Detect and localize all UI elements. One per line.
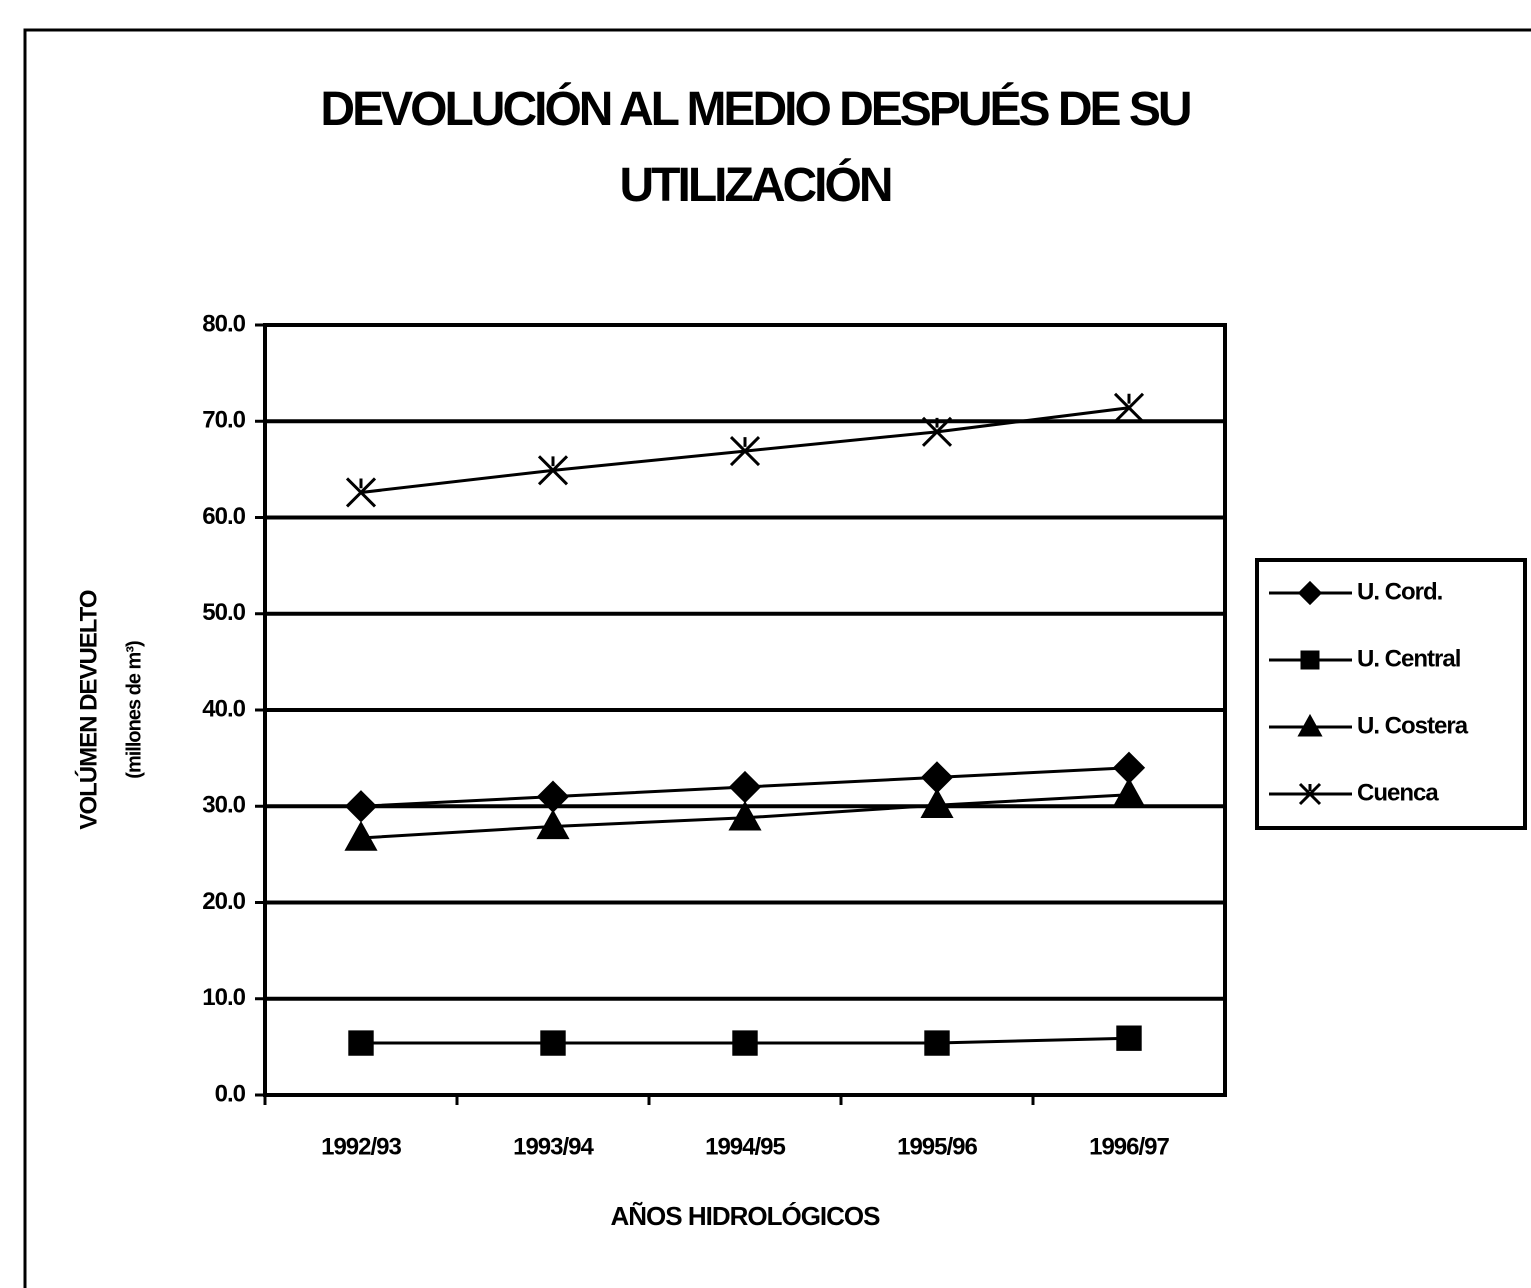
marker: [920, 788, 954, 818]
y-tick-label: 40.0: [202, 695, 245, 722]
marker: [345, 477, 377, 508]
legend-marker: [1298, 782, 1322, 806]
y-tick-label: 20.0: [202, 888, 245, 915]
marker: [540, 1030, 566, 1056]
marker: [537, 455, 569, 486]
x-tick-label: 1996/97: [1089, 1133, 1169, 1160]
marker: [728, 800, 762, 831]
marker: [344, 790, 378, 823]
y-tick-label: 70.0: [202, 407, 245, 434]
marker: [1112, 751, 1146, 784]
legend-marker: [1297, 580, 1323, 606]
y-tick-label: 60.0: [202, 503, 245, 530]
x-tick-label: 1992/93: [321, 1133, 401, 1160]
marker: [924, 1030, 950, 1056]
x-tick-label: 1994/95: [705, 1133, 785, 1160]
legend-marker: [1300, 650, 1320, 670]
y-tick-label: 10.0: [202, 984, 245, 1011]
chart-title: DEVOLUCIÓN AL MEDIO DESPUÉS DE SU UTILIZ…: [320, 83, 1192, 212]
marker: [732, 1030, 758, 1056]
marker: [729, 436, 761, 467]
y-tick-label: 0.0: [215, 1080, 246, 1107]
y-axis-sublabel: (millones de m³): [123, 641, 145, 779]
marker: [1112, 777, 1146, 808]
chart-border: [23, 28, 1531, 1288]
legend-label: U. Cord.: [1357, 578, 1443, 605]
marker: [344, 820, 378, 851]
marker: [920, 761, 954, 794]
legend-marker: [1297, 713, 1323, 737]
marker: [1116, 1025, 1142, 1051]
legend-box: [1255, 558, 1527, 830]
y-tick-label: 50.0: [202, 599, 245, 626]
x-axis-label: AÑOS HIDROLÓGICOS: [610, 1201, 880, 1231]
y-tick-label: 80.0: [202, 310, 245, 337]
legend-label: Cuenca: [1357, 779, 1439, 806]
marker: [1113, 392, 1145, 423]
marker: [348, 1030, 374, 1056]
marker: [536, 809, 570, 840]
x-tick-label: 1993/94: [513, 1133, 594, 1160]
marker: [921, 416, 953, 447]
marker: [728, 770, 762, 804]
legend-label: U. Central: [1357, 645, 1460, 672]
y-axis-label: VOLÚMEN DEVUELTO: [74, 590, 102, 829]
x-tick-label: 1995/96: [897, 1133, 977, 1160]
y-tick-label: 30.0: [202, 792, 245, 819]
legend-label: U. Costera: [1357, 712, 1469, 739]
